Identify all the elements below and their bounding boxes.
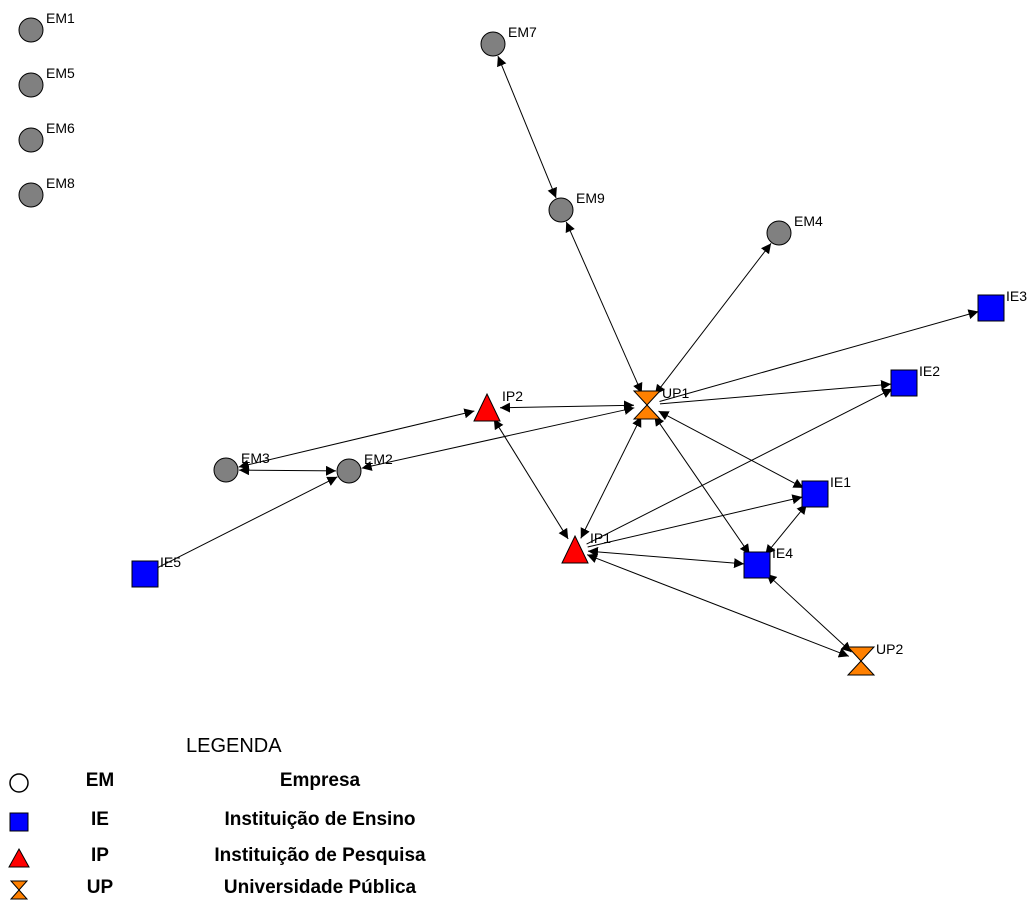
network-diagram: EM1 EM5 EM6 EM8 EM7 EM9 EM4 EM3 EM2 IE3 IE2 IE1 IE4 I… <box>18 10 1027 676</box>
node-shape-em <box>18 17 44 43</box>
node-label-em3: EM3 <box>241 450 270 466</box>
node-shape-em <box>18 127 44 153</box>
node-shape-up <box>632 390 662 420</box>
node-em8: EM8 <box>18 175 75 208</box>
edge-up1-ie2 <box>659 379 892 405</box>
node-label-em1: EM1 <box>46 10 75 26</box>
edge-ip1-up1 <box>580 416 642 539</box>
circle-icon <box>9 773 29 793</box>
node-shape-ie <box>743 551 771 579</box>
node-em4: EM4 <box>766 213 823 246</box>
legend-title: LEGENDA <box>186 735 282 757</box>
node-shape-em <box>548 197 574 223</box>
node-em1: EM1 <box>18 10 75 43</box>
edge-up1-em4 <box>654 243 772 395</box>
legend-description: Empresa <box>279 770 361 791</box>
edge-em3-ip2 <box>238 408 475 470</box>
node-label-em2: EM2 <box>364 451 393 467</box>
node-label-ie1: IE1 <box>830 474 851 490</box>
node-label-em6: EM6 <box>46 120 75 136</box>
node-shape-ie <box>801 480 829 508</box>
node-shape-em <box>213 457 239 483</box>
node-em3: EM3 <box>213 450 270 483</box>
edges-layer <box>156 55 979 658</box>
edge-ip1-ie2 <box>586 388 893 545</box>
node-shape-ie <box>890 369 918 397</box>
node-label-ie4: IE4 <box>772 545 793 561</box>
node-shape-ie <box>131 560 159 588</box>
node-ie3: IE3 <box>977 288 1027 322</box>
node-label-em5: EM5 <box>46 65 75 81</box>
node-shape-em <box>18 72 44 98</box>
node-shape-ie <box>977 294 1005 322</box>
node-shape-ip <box>561 534 589 564</box>
legend-code: IE <box>91 809 109 830</box>
edge-ie5-em2 <box>156 476 338 569</box>
node-label-up2: UP2 <box>876 641 903 657</box>
node-em7: EM7 <box>480 24 537 57</box>
node-ie5: IE5 <box>131 554 181 588</box>
node-label-ie5: IE5 <box>160 554 181 570</box>
node-shape-em <box>336 458 362 484</box>
edge-up1-ie1 <box>658 410 804 489</box>
edge-ip1-ie1 <box>587 494 803 548</box>
edge-up1-ie3 <box>659 309 979 402</box>
triangle-icon <box>8 847 30 868</box>
legend-description: Instituição de Ensino <box>224 809 416 830</box>
legend-item-ie: IE Instituição de Ensino <box>0 809 520 837</box>
node-label-em9: EM9 <box>576 190 605 206</box>
legend-item-em: EM Empresa <box>0 770 520 798</box>
edge-ip2-ip1 <box>493 418 569 540</box>
node-shape-em <box>480 31 506 57</box>
edge-ie1-ie4 <box>764 503 808 556</box>
hourglass-icon <box>9 880 29 900</box>
edge-em7-em9 <box>497 55 557 199</box>
node-up2: UP2 <box>846 641 903 676</box>
node-label-em7: EM7 <box>508 24 537 40</box>
square-icon <box>9 812 29 832</box>
node-em5: EM5 <box>18 65 75 98</box>
legend-description: Instituição de Pesquisa <box>214 845 426 866</box>
node-ip2: IP2 <box>473 388 523 422</box>
node-label-up1: UP1 <box>662 385 689 401</box>
nodes-layer: EM1 EM5 EM6 EM8 EM7 EM9 EM4 EM3 EM2 IE3 IE2 IE1 IE4 I… <box>18 10 1027 676</box>
legend-item-ip: IP Instituição de Pesquisa <box>0 845 520 873</box>
edge-em9-up1 <box>565 221 643 394</box>
node-up1: UP1 <box>632 385 689 420</box>
node-shape-ip <box>473 392 501 422</box>
node-em6: EM6 <box>18 120 75 153</box>
node-em9: EM9 <box>548 190 605 223</box>
edge-up2-ip1 <box>586 553 850 658</box>
legend-code: EM <box>85 770 115 791</box>
node-ip1: IP1 <box>561 530 611 564</box>
legend-code: UP <box>86 877 114 898</box>
node-label-ie2: IE2 <box>919 363 940 379</box>
node-ie2: IE2 <box>890 363 940 397</box>
node-label-ie3: IE3 <box>1006 288 1027 304</box>
node-label-em4: EM4 <box>794 213 823 229</box>
edge-em3-em2 <box>238 465 337 476</box>
node-ie4: IE4 <box>743 545 793 579</box>
node-shape-em <box>766 220 792 246</box>
node-ie1: IE1 <box>801 474 851 508</box>
legend-description: Universidade Pública <box>223 877 417 898</box>
node-label-ip1: IP1 <box>590 530 611 546</box>
node-label-em8: EM8 <box>46 175 75 191</box>
node-em2: EM2 <box>336 451 393 484</box>
node-label-ip2: IP2 <box>502 388 523 404</box>
legend-item-up: UP Universidade Pública <box>0 877 520 905</box>
edge-ip1-ie4 <box>587 546 745 569</box>
legend-code: IP <box>91 845 109 866</box>
node-shape-em <box>18 182 44 208</box>
edge-ip2-up1 <box>499 400 635 413</box>
node-shape-up <box>846 646 876 676</box>
